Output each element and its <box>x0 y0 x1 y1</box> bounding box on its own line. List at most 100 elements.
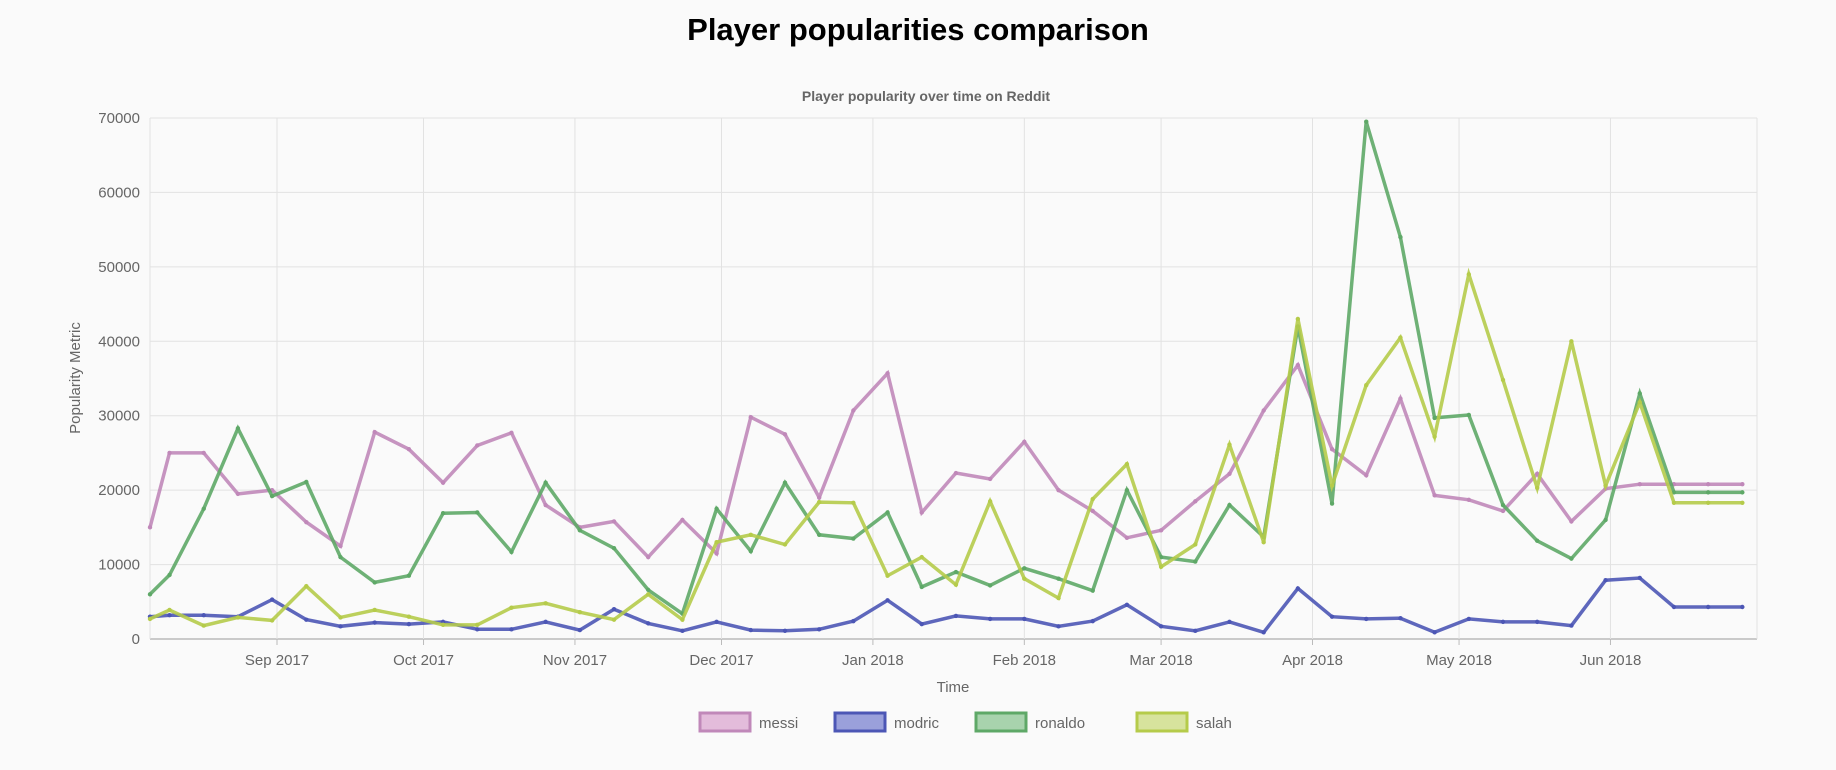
data-point-modric <box>1432 630 1437 635</box>
data-point-modric <box>1569 623 1574 628</box>
data-point-messi <box>406 447 412 452</box>
legend[interactable]: messi modric ronaldo salah <box>698 711 1232 733</box>
legend-item-salah[interactable]: salah <box>1135 711 1232 733</box>
data-point-salah <box>680 617 685 622</box>
data-point-salah <box>1671 500 1677 505</box>
x-tick-label: Nov 2017 <box>543 652 607 669</box>
data-point-ronaldo <box>147 592 153 597</box>
legend-swatch <box>833 711 887 733</box>
data-point-messi <box>953 470 959 476</box>
data-point-ronaldo <box>1534 538 1540 543</box>
data-point-salah <box>406 614 412 619</box>
data-point-messi <box>1432 493 1437 498</box>
chart-title: Player popularity over time on Reddit <box>802 88 1051 104</box>
legend-item-ronaldo[interactable]: ronaldo <box>974 711 1085 733</box>
data-point-salah <box>953 582 959 587</box>
data-point-messi <box>885 371 890 376</box>
data-point-ronaldo <box>304 479 309 485</box>
data-point-ronaldo <box>782 480 788 485</box>
data-point-ronaldo <box>167 572 172 578</box>
x-tick-label: Sep 2017 <box>245 652 309 669</box>
data-point-salah <box>748 532 753 537</box>
data-point-salah <box>714 540 719 545</box>
data-point-modric <box>1705 604 1711 610</box>
data-point-modric <box>1637 575 1642 581</box>
data-point-modric <box>338 624 343 629</box>
data-point-modric <box>919 621 924 627</box>
data-point-messi <box>1705 481 1711 487</box>
data-point-modric <box>509 627 514 632</box>
x-axis-title: Time <box>937 679 970 696</box>
data-point-messi <box>201 450 206 456</box>
data-point-messi <box>680 517 685 523</box>
legend-item-messi[interactable]: messi <box>698 711 798 733</box>
data-point-modric <box>543 619 548 625</box>
data-point-salah <box>1705 500 1711 505</box>
data-point-messi <box>1090 508 1095 514</box>
data-point-salah <box>1261 540 1266 545</box>
data-point-modric <box>1056 624 1061 629</box>
data-point-salah <box>987 499 993 504</box>
data-point-messi <box>1227 471 1232 476</box>
data-point-messi <box>509 430 514 436</box>
data-point-salah <box>1364 382 1369 388</box>
grid <box>149 117 1758 645</box>
data-point-modric <box>1500 619 1506 625</box>
data-point-salah <box>235 615 241 620</box>
data-point-messi <box>919 510 924 515</box>
series-lines <box>147 119 1745 635</box>
data-point-salah <box>1500 377 1506 383</box>
data-point-ronaldo <box>1364 119 1369 124</box>
y-tick-label: 0 <box>132 631 140 648</box>
data-point-salah <box>201 623 206 628</box>
data-point-modric <box>1295 586 1301 591</box>
data-point-messi <box>1534 471 1540 476</box>
data-point-salah <box>1569 339 1574 344</box>
data-point-ronaldo <box>1022 566 1027 571</box>
data-point-modric <box>1329 614 1335 619</box>
data-point-messi <box>1261 408 1266 413</box>
y-axis-title: Popularity Metric <box>67 322 84 434</box>
data-point-ronaldo <box>1432 415 1437 421</box>
data-point-messi <box>1740 481 1745 487</box>
data-point-modric <box>816 627 822 632</box>
data-point-messi <box>235 491 241 497</box>
data-point-salah <box>304 583 309 589</box>
data-point-salah <box>1740 500 1745 505</box>
data-point-modric <box>1671 604 1677 610</box>
data-point-modric <box>1227 619 1232 625</box>
data-point-salah <box>167 607 172 613</box>
data-point-ronaldo <box>406 573 412 578</box>
x-tick-label: Jun 2018 <box>1580 652 1642 669</box>
data-point-ronaldo <box>1227 502 1232 508</box>
legend-swatch <box>698 711 752 733</box>
data-point-messi <box>748 415 753 420</box>
data-point-ronaldo <box>235 426 241 431</box>
data-point-salah <box>1295 316 1301 322</box>
data-point-messi <box>1569 519 1574 524</box>
series-line-messi <box>148 361 1743 560</box>
data-point-ronaldo <box>475 510 480 515</box>
data-point-modric <box>1193 628 1198 634</box>
data-point-salah <box>1227 442 1232 447</box>
data-point-modric <box>1740 604 1745 610</box>
data-point-modric <box>987 616 993 622</box>
data-point-salah <box>440 622 446 628</box>
data-point-ronaldo <box>611 545 617 551</box>
data-point-ronaldo <box>987 583 993 588</box>
y-tick-label: 40000 <box>98 333 140 350</box>
data-point-modric <box>577 627 583 633</box>
data-point-modric <box>269 597 275 602</box>
data-point-messi <box>1158 528 1164 533</box>
data-point-modric <box>1603 578 1608 583</box>
legend-label: ronaldo <box>1035 715 1085 732</box>
data-point-modric <box>851 618 856 624</box>
data-point-salah <box>1637 400 1642 405</box>
legend-item-modric[interactable]: modric <box>833 711 940 733</box>
data-point-ronaldo <box>885 510 890 515</box>
data-point-modric <box>1158 624 1164 629</box>
y-tick-label: 50000 <box>98 259 140 276</box>
data-point-salah <box>1466 272 1472 277</box>
data-point-modric <box>1022 616 1027 622</box>
data-point-ronaldo <box>201 506 206 511</box>
